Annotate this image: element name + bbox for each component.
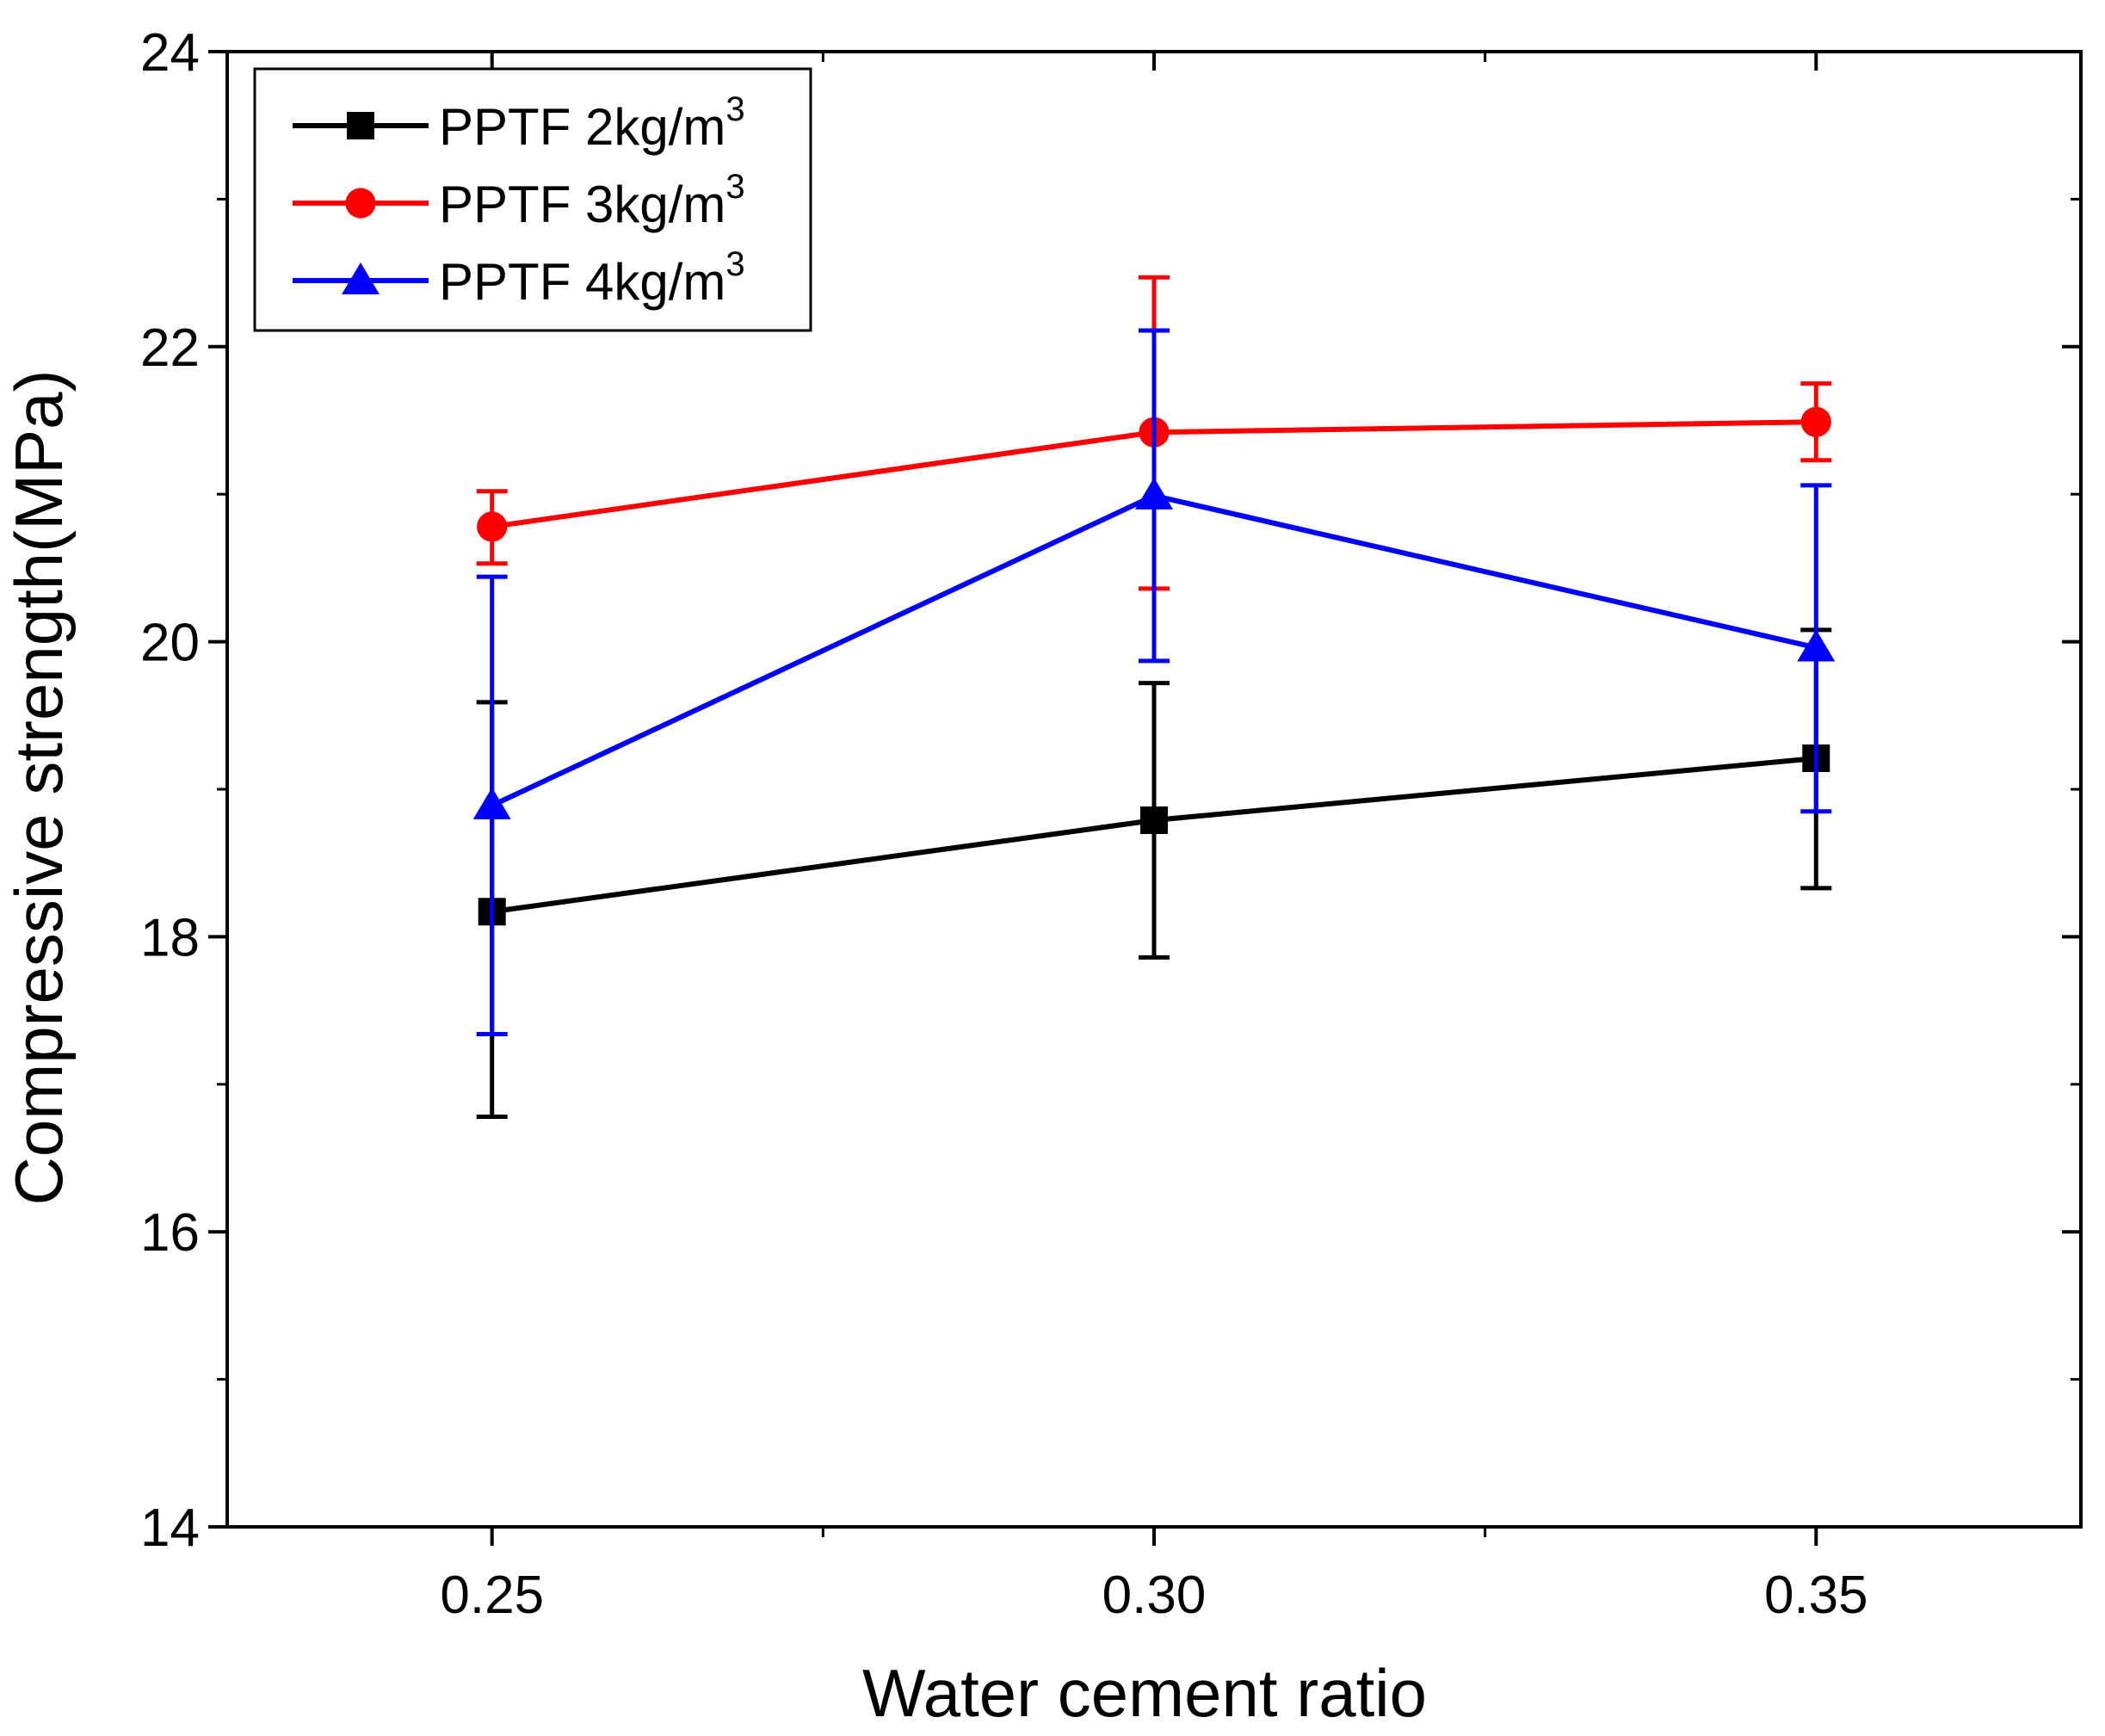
data-point	[472, 787, 511, 819]
legend: PPTF 2kg/m3 PPTF 3kg/m3 PPTF 4kg/m3	[253, 67, 812, 332]
y-axis-title: Compressive strength(MPa)	[1, 370, 77, 1206]
legend-label-superscript: 3	[725, 245, 744, 283]
axis-ticks	[208, 50, 2081, 1546]
x-tick-label: 0.30	[1102, 1566, 1207, 1625]
y-tick-label: 20	[140, 614, 200, 673]
series-1	[476, 627, 1832, 1120]
y-tick-label: 24	[140, 23, 200, 83]
x-tick-labels: 0.25 0.30 0.35	[440, 1566, 1867, 1625]
legend-label-superscript: 3	[725, 90, 744, 128]
legend-item: PPTF 2kg/m3	[293, 90, 745, 156]
data-series	[472, 275, 1836, 1120]
legend-label: PPTF 2kg/m3	[439, 90, 745, 156]
legend-marker	[345, 188, 376, 219]
series-3	[472, 328, 1836, 1037]
data-point	[1797, 629, 1836, 662]
legend-item: PPTF 4kg/m3	[293, 245, 745, 311]
data-point	[477, 511, 508, 542]
y-tick-label: 14	[140, 1498, 200, 1558]
x-tick-label: 0.35	[1764, 1566, 1868, 1625]
legend-item: PPTF 3kg/m3	[293, 168, 745, 233]
y-tick-label: 22	[140, 318, 200, 378]
legend-marker	[342, 263, 380, 294]
y-tick-labels: 14 16 18 20 22 24	[140, 23, 200, 1558]
legend-label: PPTF 3kg/m3	[439, 168, 745, 233]
data-point	[1140, 806, 1168, 834]
legend-label-superscript: 3	[725, 168, 744, 206]
data-point	[1135, 477, 1173, 510]
y-tick-label: 18	[140, 908, 200, 967]
x-axis-title: Water cement ratio	[862, 1655, 1427, 1731]
legend-label: PPTF 4kg/m3	[439, 245, 745, 311]
y-tick-label: 16	[140, 1203, 200, 1263]
x-tick-label: 0.25	[440, 1566, 544, 1625]
legend-marker	[347, 112, 374, 139]
data-point	[1800, 406, 1831, 437]
